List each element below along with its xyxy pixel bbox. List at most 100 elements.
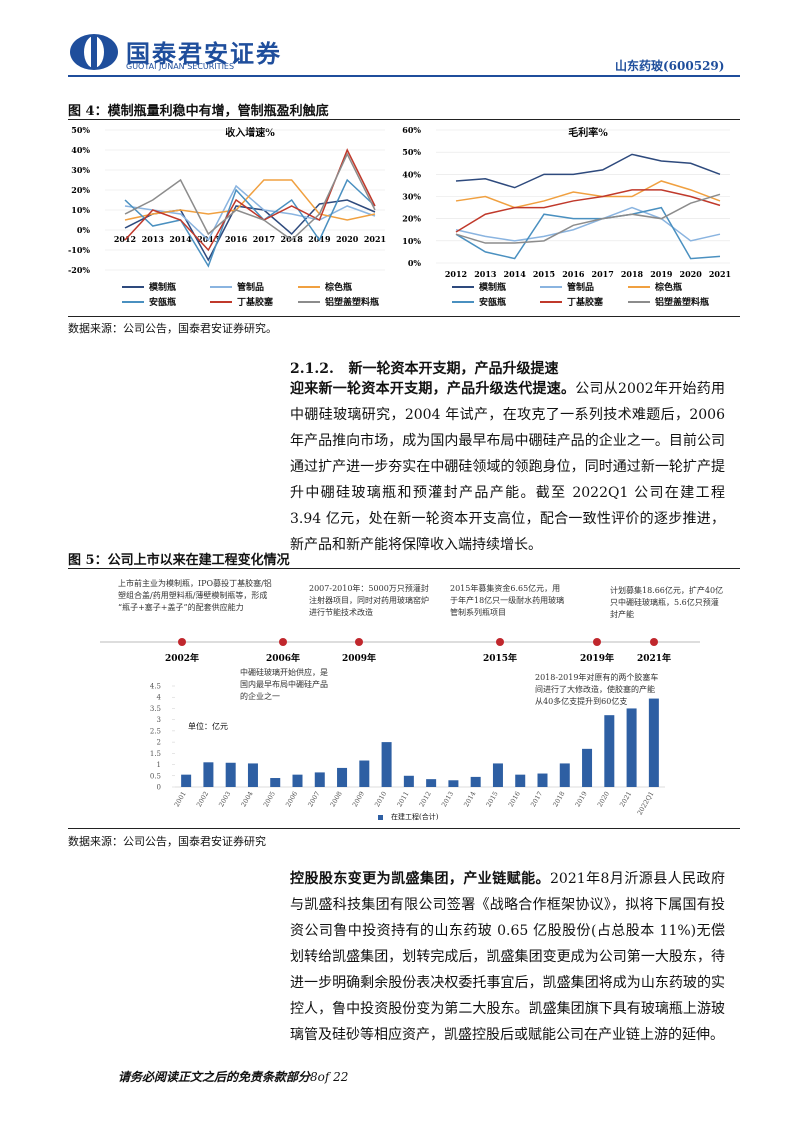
legend-label: 棕色瓶 (655, 283, 683, 293)
figure-rule (68, 568, 740, 569)
y-tick-label: 30% (71, 165, 90, 175)
bar (604, 715, 615, 787)
y-tick-label: 0% (77, 225, 91, 235)
y-tick-label: 4 (157, 694, 162, 702)
legend-item: 铝塑盖塑料瓶 (628, 295, 709, 308)
y-tick-label: 20% (402, 214, 421, 224)
y-tick-label: 60% (402, 125, 421, 135)
x-tick-label: 2019 (574, 790, 589, 808)
paragraph: 控股股东变更为凯盛集团，产业链赋能。2021年8月沂源县人民政府与凯盛科技集团有… (290, 866, 725, 1048)
series-line (455, 189, 721, 233)
x-tick-label: 2004 (239, 790, 254, 808)
timeline-dot (593, 638, 601, 646)
legend-label: 丁基胶塞 (567, 298, 604, 308)
y-tick-label: 10% (71, 205, 90, 215)
x-tick-label: 2015 (484, 790, 499, 808)
y-tick-label: 50% (71, 125, 90, 135)
bar (448, 780, 459, 787)
series-line (124, 178, 376, 268)
x-tick-label: 2017 (592, 269, 614, 279)
legend-item: 铝塑盖塑料瓶 (298, 295, 379, 308)
x-tick-label: 2010 (373, 790, 388, 808)
timeline-dot (178, 638, 186, 646)
x-tick-label: 2013 (440, 790, 455, 808)
y-tick-label: 40% (402, 169, 421, 179)
figure-rule (68, 316, 740, 317)
bar (337, 767, 348, 787)
timeline-year: 2002年 (165, 652, 199, 664)
y-tick-label: -10% (68, 245, 90, 255)
legend-swatch (452, 285, 474, 288)
x-tick-label: 2013 (142, 234, 165, 244)
line-chart: 毛利率% 0% 10% 20% 30% 40% 50% 60% 2012 2013 2014 2015… (402, 125, 731, 279)
series-line (455, 206, 721, 242)
y-tick-label: 2.5 (150, 727, 161, 735)
timeline-note: 2018-2019年对原有的两个胶塞车间进行了大修改造，使胶塞的产能从40多亿支… (535, 673, 659, 706)
x-tick-label: 2001 (173, 790, 188, 808)
bar (559, 763, 570, 787)
x-tick-label: 2017 (253, 234, 275, 244)
paragraph-lead: 迎来新一轮资本开支期，产品升级迭代提速。 (290, 381, 576, 397)
legend-swatch (298, 300, 320, 303)
y-tick-label: 1.5 (150, 750, 161, 758)
header-rule (68, 75, 740, 77)
x-tick-label: 2020 (596, 790, 611, 808)
bar (225, 762, 236, 787)
figure-title: 图 5：公司上市以来在建工程变化情况 (68, 553, 290, 568)
legend-swatch (122, 300, 144, 303)
legend-swatch (378, 814, 383, 820)
x-tick-label: 2022Q1 (636, 790, 656, 817)
legend-label: 模制瓶 (479, 283, 507, 293)
x-tick-label: 2009 (351, 790, 366, 808)
legend-label: 棕色瓶 (325, 283, 353, 293)
legend-swatch (540, 285, 562, 288)
series-line (455, 206, 721, 260)
legend-label: 铝塑盖塑料瓶 (655, 298, 710, 308)
legend-swatch (628, 285, 650, 288)
logo-mark (70, 34, 118, 70)
legend-item: 安瓿瓶 (122, 295, 176, 308)
timeline-dot (650, 638, 658, 646)
x-tick-label: 2016 (562, 269, 585, 279)
x-tick-label: 2006 (284, 790, 299, 808)
legend-label: 丁基胶塞 (237, 298, 274, 308)
legend-item: 丁基胶塞 (210, 295, 273, 308)
source-note: 数据来源：公司公告，国泰君安证券研究。 (68, 322, 277, 335)
bar (314, 772, 325, 787)
legend-label: 安瓿瓶 (479, 298, 507, 308)
source-note: 数据来源：公司公告，国泰君安证券研究 (68, 835, 266, 848)
footer: 请务必阅读正文之后的免责条款部分8of 22 (118, 1068, 348, 1085)
y-tick-label: 2 (157, 739, 161, 747)
section-heading: 2.1.2. 新一轮资本开支期，产品升级提速 (290, 361, 559, 377)
x-tick-label: 2014 (504, 269, 527, 279)
x-tick-label: 2007 (306, 790, 321, 808)
series-line (124, 152, 376, 241)
y-tick-label: -20% (68, 265, 90, 275)
timeline-note: 2015年募集资金6.65亿元，用于年产18亿只一级耐水药用玻璃管制系列瓶项目 (450, 584, 565, 617)
paragraph: 迎来新一轮资本开支期，产品升级迭代提速。公司从2002年开始药用中硼硅玻璃研究，… (290, 376, 725, 558)
x-tick-label: 2008 (329, 790, 344, 808)
y-tick-label: 0% (408, 258, 422, 268)
bar (582, 748, 593, 787)
x-tick-label: 2002 (195, 790, 210, 808)
logo-en: GUOTAI JUNAN SECURITIES (126, 62, 235, 71)
timeline-dot (496, 638, 504, 646)
x-tick-label: 2015 (533, 269, 555, 279)
timeline-year: 2015年 (483, 652, 517, 664)
bar (648, 698, 659, 787)
header-company: 山东药玻(600529) (615, 59, 725, 73)
timeline: 2002年 2006年 2009年 2015年 2019年 2021年 (100, 638, 700, 664)
x-tick-label: 2021 (618, 790, 633, 808)
timeline-note: 2007-2010年：5000万只预灌封注射器项目，同时对药用玻璃窑炉进行节能技… (309, 584, 429, 617)
timeline-year: 2006年 (266, 652, 300, 664)
x-tick-label: 2021 (364, 234, 386, 244)
x-tick-label: 2019 (650, 269, 673, 279)
x-tick-label: 2018 (551, 790, 566, 808)
legend-item: 管制品 (210, 280, 264, 293)
x-tick-label: 2011 (395, 790, 410, 808)
legend-label: 安瓿瓶 (149, 298, 177, 308)
paragraph-text: 公司从2002年开始药用中硼硅玻璃研究，2004 年试产，在攻克了一系列技术难题… (290, 381, 725, 553)
y-tick-label: 20% (71, 185, 90, 195)
timeline-note: 计划募集18.66亿元，扩产40亿只中硼硅玻璃瓶，5.6亿只预灌封产能 (610, 586, 724, 619)
y-tick-label: 3.5 (150, 705, 161, 713)
